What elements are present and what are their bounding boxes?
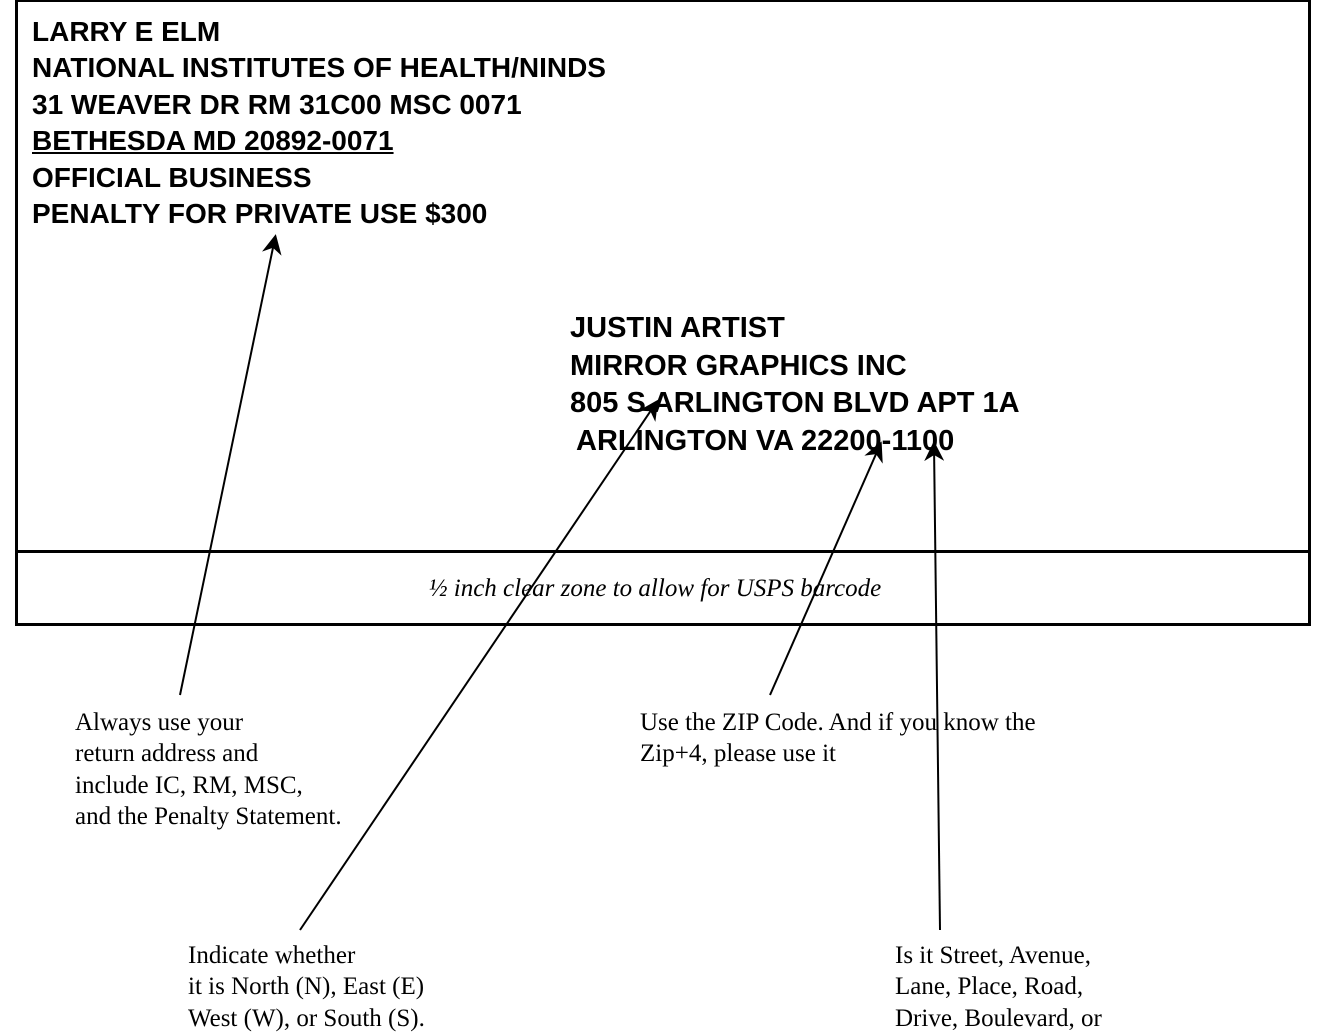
recipient-line-1: JUSTIN ARTIST — [570, 310, 1020, 348]
return-line-6: PENALTY FOR PRIVATE USE $300 — [32, 196, 606, 232]
recipient-line-2: MIRROR GRAPHICS INC — [570, 348, 1020, 386]
clear-zone-text: ½ inch clear zone to allow for USPS barc… — [350, 575, 960, 603]
annotation-return-line-2: return address and — [75, 738, 342, 769]
return-line-2: NATIONAL INSTITUTES OF HEALTH/NINDS — [32, 50, 606, 86]
annotation-return-address: Always use your return address and inclu… — [75, 707, 342, 832]
return-line-3: 31 WEAVER DR RM 31C00 MSC 0071 — [32, 87, 606, 123]
return-address-block: LARRY E ELM NATIONAL INSTITUTES OF HEALT… — [32, 14, 606, 232]
annotation-zip-line-1: Use the ZIP Code. And if you know the — [640, 707, 1036, 738]
recipient-address-block: JUSTIN ARTIST MIRROR GRAPHICS INC 805 S … — [570, 310, 1020, 461]
annotation-street-line-1: Is it Street, Avenue, — [895, 940, 1102, 971]
recipient-line-3: 805 S ARLINGTON BLVD APT 1A — [570, 385, 1020, 423]
annotation-return-line-3: include IC, RM, MSC, — [75, 770, 342, 801]
recipient-line-4: ARLINGTON VA 22200-1100 — [570, 423, 1020, 461]
annotation-street-line-3: Drive, Boulevard, or — [895, 1003, 1102, 1034]
annotation-direction-line-3: West (W), or South (S). — [188, 1003, 425, 1034]
annotation-street-line-2: Lane, Place, Road, — [895, 971, 1102, 1002]
return-line-5: OFFICIAL BUSINESS — [32, 160, 606, 196]
annotation-zip-line-2: Zip+4, please use it — [640, 738, 1036, 769]
annotation-return-line-4: and the Penalty Statement. — [75, 801, 342, 832]
return-line-4: BETHESDA MD 20892-0071 — [32, 123, 606, 159]
annotation-return-line-1: Always use your — [75, 707, 342, 738]
annotation-street-type: Is it Street, Avenue, Lane, Place, Road,… — [895, 940, 1102, 1034]
annotation-zip: Use the ZIP Code. And if you know the Zi… — [640, 707, 1036, 770]
annotation-direction-line-1: Indicate whether — [188, 940, 425, 971]
clear-zone-divider — [18, 550, 1308, 553]
return-line-1: LARRY E ELM — [32, 14, 606, 50]
annotation-direction: Indicate whether it is North (N), East (… — [188, 940, 425, 1034]
annotation-direction-line-2: it is North (N), East (E) — [188, 971, 425, 1002]
